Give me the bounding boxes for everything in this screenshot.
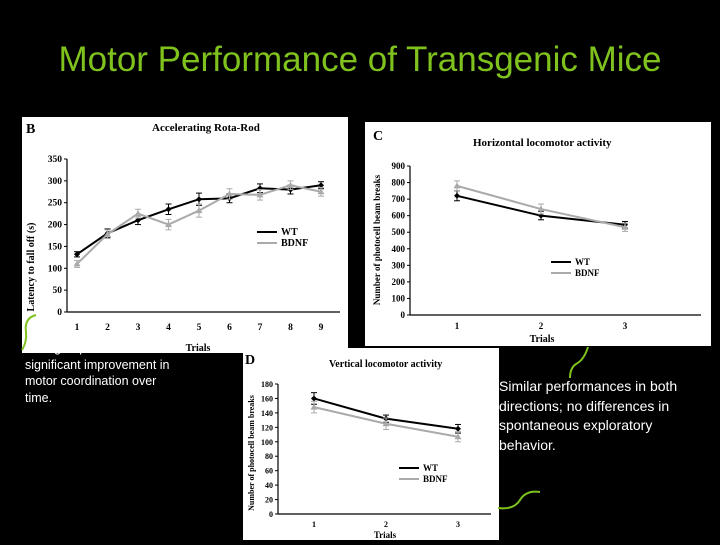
data-point-bdnf-d — [310, 403, 318, 410]
data-point-wt-b — [135, 217, 141, 224]
y-axis-label-c: Number of photocell beam breaks — [372, 174, 382, 305]
data-point-bdnf-b — [317, 188, 325, 195]
legend-label-bdnf-d: BDNF — [423, 474, 448, 484]
legend-label-wt-c: WT — [575, 257, 590, 267]
x-tick-label-b: 7 — [258, 323, 263, 333]
data-point-bdnf-b — [256, 191, 264, 198]
data-point-bdnf-b — [134, 210, 142, 217]
y-tick-label-c: 0 — [401, 310, 406, 320]
x-tick-label-d: 2 — [384, 520, 388, 529]
x-axis-label-c: Trials — [530, 334, 555, 345]
data-point-wt-d — [311, 395, 317, 402]
data-point-bdnf-d — [454, 433, 462, 440]
y-tick-label-d: 20 — [265, 496, 273, 505]
legend-label-bdnf-b: BDNF — [281, 238, 308, 249]
note-right: Similar performances in both directions;… — [499, 378, 678, 453]
chart-horizontal-activity: C Horizontal locomotor activity Number o… — [372, 129, 701, 345]
x-tick-label-d: 1 — [312, 520, 316, 529]
data-point-wt-b — [74, 251, 80, 258]
y-tick-label-d: 140 — [261, 409, 273, 418]
y-tick-label-c: 800 — [392, 178, 406, 188]
y-tick-label-d: 80 — [265, 452, 273, 461]
y-tick-label-b: 150 — [48, 242, 63, 252]
x-tick-label-b: 9 — [319, 323, 324, 333]
y-tick-label-c: 600 — [392, 211, 406, 221]
y-tick-label-c: 500 — [392, 227, 406, 237]
y-axis-label-d: Number of photocell beam breaks — [247, 395, 256, 511]
data-point-bdnf-b — [104, 230, 111, 237]
y-axis-label-b: Latency to fall off (s) — [26, 223, 37, 312]
y-tick-label-c: 900 — [392, 161, 406, 171]
data-point-bdnf-b — [165, 221, 172, 228]
arrow-icon-right-top — [569, 346, 589, 379]
panel-label-c: C — [373, 129, 383, 144]
y-tick-label-d: 120 — [261, 423, 273, 432]
x-tick-label-b: 3 — [136, 323, 141, 333]
data-point-wt-d — [455, 425, 461, 432]
arrow-icon-right-bottom — [497, 490, 541, 510]
x-tick-label-b: 1 — [75, 323, 80, 333]
y-tick-label-c: 700 — [392, 194, 406, 204]
data-point-bdnf-b — [195, 207, 203, 214]
y-tick-label-c: 400 — [392, 244, 406, 254]
x-axis-label-b: Trials — [186, 343, 211, 353]
chart-title-d: Vertical locomotor activity — [329, 359, 442, 370]
y-tick-label-c: 300 — [392, 260, 406, 270]
panel-label-d: D — [245, 353, 255, 368]
slide-title: Motor Performance of Transgenic Mice — [58, 40, 662, 79]
data-point-bdnf-d — [382, 420, 390, 427]
x-tick-label-b: 2 — [105, 323, 110, 333]
x-axis-label-d: Trials — [374, 530, 397, 540]
y-tick-label-d: 0 — [269, 510, 273, 519]
data-point-bdnf-c — [621, 223, 629, 230]
y-tick-label-b: 300 — [48, 177, 63, 187]
x-tick-label-d: 3 — [456, 520, 460, 529]
chart-title-c: Horizontal locomotor activity — [473, 137, 612, 149]
legend-label-bdnf-c: BDNF — [575, 268, 600, 278]
y-tick-label-d: 60 — [265, 467, 273, 476]
y-tick-label-b: 200 — [48, 221, 63, 231]
y-tick-label-d: 100 — [261, 438, 273, 447]
y-tick-label-c: 200 — [392, 277, 406, 287]
data-point-bdnf-c — [453, 182, 461, 189]
x-tick-label-b: 5 — [197, 323, 202, 333]
data-point-wt-b — [196, 196, 202, 203]
note-left: Both groups showed a significant improve… — [25, 341, 170, 405]
x-tick-label-c: 3 — [623, 321, 628, 331]
data-point-wt-c — [454, 192, 460, 199]
y-tick-label-b: 100 — [48, 264, 63, 274]
y-tick-label-b: 0 — [57, 308, 62, 318]
panel-label-b: B — [26, 122, 35, 137]
chart-vertical-activity: D Vertical locomotor activity Number of … — [245, 353, 491, 540]
x-tick-label-c: 2 — [539, 321, 544, 331]
legend-label-wt-b: WT — [281, 227, 298, 238]
y-tick-label-b: 50 — [53, 286, 63, 296]
x-tick-label-b: 4 — [166, 323, 171, 333]
data-point-wt-b — [318, 182, 324, 189]
y-tick-label-d: 180 — [261, 380, 273, 389]
data-point-wt-c — [538, 212, 544, 219]
chart-rota-rod: B Accelerating Rota-Rod Latency to fall … — [26, 122, 340, 354]
x-tick-label-b: 8 — [288, 323, 293, 333]
chart-title-b: Accelerating Rota-Rod — [152, 122, 260, 134]
y-tick-label-d: 160 — [261, 394, 273, 403]
panel-d: D Vertical locomotor activity Number of … — [243, 348, 499, 540]
y-tick-label-b: 350 — [48, 155, 63, 165]
data-point-bdnf-c — [537, 205, 545, 212]
y-tick-label-b: 250 — [48, 199, 63, 209]
data-point-wt-b — [165, 206, 172, 213]
y-tick-label-d: 40 — [265, 481, 273, 490]
data-point-bdnf-b — [226, 190, 233, 197]
x-tick-label-c: 1 — [455, 321, 460, 331]
x-tick-label-b: 6 — [227, 323, 232, 333]
panel-b: B Accelerating Rota-Rod Latency to fall … — [22, 117, 348, 354]
arrow-icon-left — [21, 314, 37, 351]
panel-c: C Horizontal locomotor activity Number o… — [365, 122, 711, 346]
y-tick-label-c: 100 — [392, 293, 406, 303]
data-point-bdnf-b — [73, 260, 81, 267]
data-point-bdnf-b — [287, 181, 294, 188]
legend-label-wt-d: WT — [423, 463, 438, 473]
